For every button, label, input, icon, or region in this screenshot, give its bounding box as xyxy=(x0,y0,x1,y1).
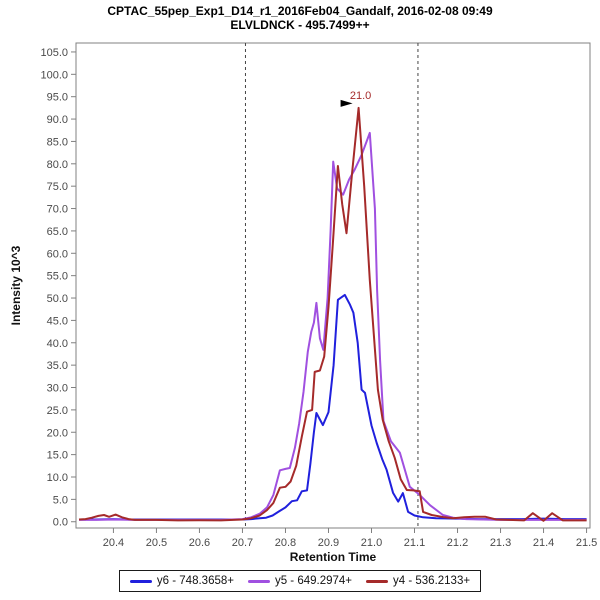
y-tick-label: 20.0 xyxy=(47,427,68,439)
y-tick-label: 65.0 xyxy=(47,226,68,238)
x-axis-label: Retention Time xyxy=(290,550,377,564)
x-tick-label: 20.9 xyxy=(318,537,339,549)
x-tick-label: 20.8 xyxy=(275,537,296,549)
series-y4 xyxy=(78,106,587,522)
y-tick-label: 90.0 xyxy=(47,114,68,126)
y-tick-label: 40.0 xyxy=(47,338,68,350)
x-tick-label: 21.1 xyxy=(404,537,425,549)
x-tick-label: 20.6 xyxy=(189,537,210,549)
x-tick-label: 20.7 xyxy=(232,537,253,549)
x-tick-label: 21.3 xyxy=(490,537,511,549)
legend: y6 - 748.3658+ y5 - 649.2974+ y4 - 536.2… xyxy=(0,570,600,592)
legend-swatch-y4 xyxy=(366,579,389,583)
y-tick-label: 25.0 xyxy=(47,405,68,417)
y-axis-label: Intensity 10^3 xyxy=(9,245,23,325)
y-tick-label: 105.0 xyxy=(40,47,68,59)
legend-swatch-y6 xyxy=(129,579,152,583)
legend-label-y5: y5 - 649.2974+ xyxy=(274,575,353,587)
x-tick-label: 20.5 xyxy=(146,537,167,549)
y-tick-label: 70.0 xyxy=(47,204,68,216)
y-tick-label: 45.0 xyxy=(47,315,68,327)
y-tick-label: 100.0 xyxy=(40,69,68,81)
peak-arrow-icon xyxy=(340,99,353,107)
legend-item-y5: y5 - 649.2974+ xyxy=(247,575,353,587)
y-tick-label: 85.0 xyxy=(47,136,68,148)
y-tick-label: 80.0 xyxy=(47,159,68,171)
plot-frame xyxy=(75,42,591,529)
legend-item-y6: y6 - 748.3658+ xyxy=(129,575,234,587)
legend-label-y4: y4 - 536.2133+ xyxy=(393,575,471,587)
y-tick-label: 15.0 xyxy=(47,450,68,462)
x-tick-label: 21.2 xyxy=(447,537,468,549)
y-tick-label: 60.0 xyxy=(47,248,68,260)
y-tick-label: 30.0 xyxy=(47,383,68,395)
y-tick-label: 0.0 xyxy=(53,517,68,529)
series-y6 xyxy=(79,293,587,521)
y-tick-label: 35.0 xyxy=(47,360,68,372)
chart-subtitle: ELVLDNCK - 495.7499++ xyxy=(230,18,370,32)
y-tick-label: 10.0 xyxy=(47,472,68,484)
y-tick-label: 50.0 xyxy=(47,293,68,305)
peak-annotation-label: 21.0 xyxy=(350,90,371,102)
legend-item-y4: y4 - 536.2133+ xyxy=(366,575,470,587)
x-tick-label: 20.4 xyxy=(103,537,124,549)
x-tick-label: 21.5 xyxy=(576,537,597,549)
legend-label-y6: y6 - 748.3658+ xyxy=(156,575,234,587)
series-y5 xyxy=(79,131,587,521)
y-tick-label: 55.0 xyxy=(47,271,68,283)
x-tick-label: 21.0 xyxy=(361,537,382,549)
y-tick-label: 5.0 xyxy=(53,494,68,506)
x-tick-label: 21.4 xyxy=(533,537,554,549)
y-tick-label: 75.0 xyxy=(47,181,68,193)
chart-title: CPTAC_55pep_Exp1_D14_r1_2016Feb04_Gandal… xyxy=(107,4,493,18)
chart-header: CPTAC_55pep_Exp1_D14_r1_2016Feb04_Gandal… xyxy=(0,4,600,32)
legend-swatch-y5 xyxy=(247,579,270,583)
y-tick-label: 95.0 xyxy=(47,92,68,104)
legend-box: y6 - 748.3658+ y5 - 649.2974+ y4 - 536.2… xyxy=(118,570,482,592)
